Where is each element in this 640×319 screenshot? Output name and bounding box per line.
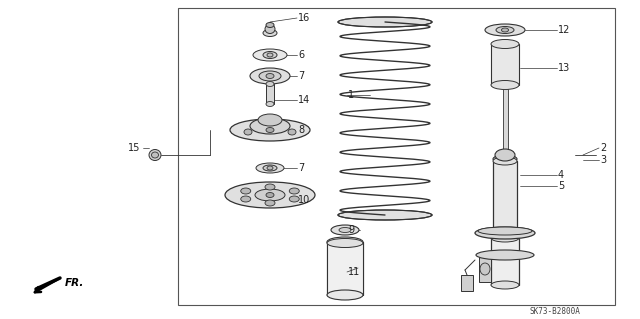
Bar [327,242,363,295]
Ellipse shape [476,250,534,260]
Ellipse shape [263,51,277,58]
Ellipse shape [250,68,290,84]
Text: 5: 5 [558,181,564,191]
Ellipse shape [495,149,515,161]
Ellipse shape [263,165,277,171]
Bar [178,8,615,305]
Ellipse shape [265,25,275,33]
Bar [461,275,473,291]
Ellipse shape [265,184,275,190]
Ellipse shape [338,17,432,27]
Ellipse shape [491,80,519,90]
Text: 8: 8 [298,125,304,135]
Ellipse shape [255,189,285,201]
Text: 11: 11 [348,267,360,277]
Ellipse shape [491,234,519,242]
Text: 3: 3 [600,155,606,165]
Ellipse shape [149,150,161,160]
Text: 4: 4 [558,170,564,180]
Ellipse shape [485,24,525,36]
Ellipse shape [241,196,251,202]
Bar [479,257,491,282]
Ellipse shape [267,166,273,170]
Ellipse shape [266,192,274,197]
Ellipse shape [475,227,535,239]
Ellipse shape [266,23,274,27]
Text: 6: 6 [298,50,304,60]
Text: FR.: FR. [65,278,84,288]
Ellipse shape [253,49,287,61]
Ellipse shape [258,114,282,126]
Bar [503,89,508,155]
Ellipse shape [289,196,300,202]
Text: 10: 10 [298,195,310,205]
Ellipse shape [266,128,274,132]
Ellipse shape [493,155,517,163]
Text: 7: 7 [298,163,304,173]
Ellipse shape [256,163,284,173]
Ellipse shape [338,210,432,220]
Ellipse shape [478,227,532,235]
Bar [266,84,274,104]
Text: SK73-B2800A: SK73-B2800A [529,308,580,316]
Ellipse shape [289,188,300,194]
Ellipse shape [241,188,251,194]
Ellipse shape [225,182,315,208]
Ellipse shape [266,81,274,86]
Ellipse shape [230,119,310,141]
Text: 15: 15 [128,143,140,153]
Ellipse shape [288,129,296,135]
Ellipse shape [496,26,514,33]
Ellipse shape [502,28,509,32]
Ellipse shape [339,227,351,233]
Bar [493,161,517,230]
Ellipse shape [266,101,274,107]
Text: 16: 16 [298,13,310,23]
Ellipse shape [259,71,281,81]
Ellipse shape [331,225,359,235]
Bar [491,44,519,85]
Text: 2: 2 [600,143,606,153]
Text: 9: 9 [348,225,354,235]
Ellipse shape [267,53,273,57]
Ellipse shape [327,237,363,247]
Text: 1: 1 [348,90,354,100]
Ellipse shape [480,263,490,275]
Ellipse shape [266,73,274,78]
Bar [491,238,519,285]
Ellipse shape [250,118,290,134]
Ellipse shape [265,200,275,206]
Ellipse shape [327,290,363,300]
Text: 13: 13 [558,63,570,73]
Ellipse shape [263,29,277,36]
Ellipse shape [491,281,519,289]
Ellipse shape [244,129,252,135]
Ellipse shape [491,40,519,48]
Text: 12: 12 [558,25,570,35]
Ellipse shape [493,157,517,165]
Text: 14: 14 [298,95,310,105]
Ellipse shape [327,239,363,248]
Text: 7: 7 [298,71,304,81]
Ellipse shape [152,152,159,158]
